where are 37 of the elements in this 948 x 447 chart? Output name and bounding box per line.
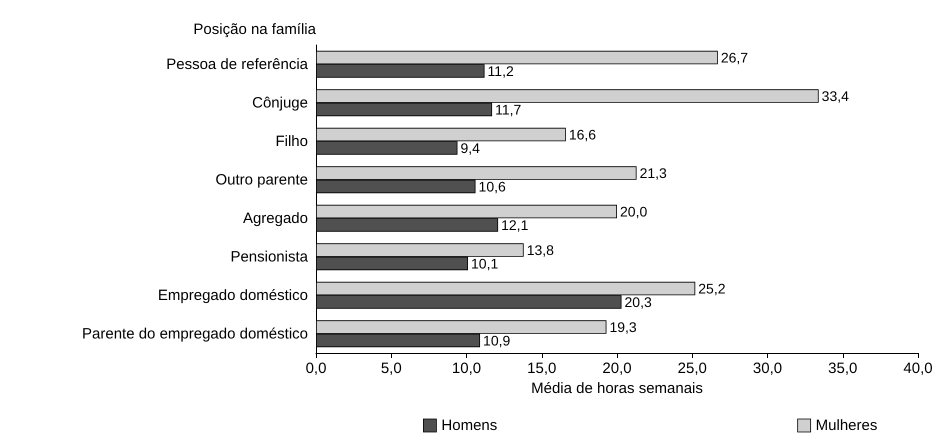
data-label: 10,6	[478, 178, 506, 194]
data-label: 12,1	[501, 216, 529, 233]
y-tick-label: Pensionista	[230, 248, 309, 266]
data-label: 10,1	[471, 255, 498, 272]
x-tick-label: 40,0	[903, 360, 933, 377]
legend-label: Homens	[441, 417, 498, 434]
data-label: 9,4	[460, 140, 480, 156]
data-label: 19,3	[609, 319, 637, 336]
y-tick-label: Cônjuge	[252, 94, 308, 112]
data-label: 21,3	[640, 165, 668, 182]
x-tick-label: 10,0	[452, 360, 482, 377]
y-tick-label: Filho	[275, 132, 308, 150]
data-label: 11,2	[488, 62, 514, 79]
x-tick-label: 0,0	[306, 360, 326, 377]
data-label: 16,6	[568, 126, 596, 143]
data-label: 10,9	[483, 332, 511, 348]
data-label: 11,7	[495, 101, 522, 118]
y-tick-label: Parente do empregado doméstico	[82, 325, 308, 342]
y-tick-label: Outro parente	[215, 171, 308, 188]
y-tick-label: Empregado doméstico	[158, 286, 308, 304]
data-label: 13,8	[526, 242, 554, 258]
data-label: 20,0	[620, 204, 648, 220]
x-tick-label: 20,0	[602, 360, 632, 377]
x-tick-label: 5,0	[380, 360, 402, 377]
legend-label: Mulheres	[816, 417, 878, 434]
x-tick-label: 25,0	[678, 360, 707, 377]
y-axis-title: Posição na família	[193, 21, 317, 38]
x-tick-label: 30,0	[752, 360, 782, 377]
y-tick-label: Agregado	[242, 210, 308, 227]
x-tick-label: 35,0	[828, 360, 858, 377]
data-label: 33,4	[822, 88, 850, 104]
x-axis-title: Média de horas semanais	[531, 380, 703, 397]
x-tick-label: 15,0	[527, 360, 556, 377]
y-tick-label: Pessoa de referência	[166, 56, 309, 73]
data-label: 26,7	[720, 50, 748, 66]
data-label: 25,2	[698, 280, 726, 297]
data-label: 20,3	[624, 294, 652, 310]
